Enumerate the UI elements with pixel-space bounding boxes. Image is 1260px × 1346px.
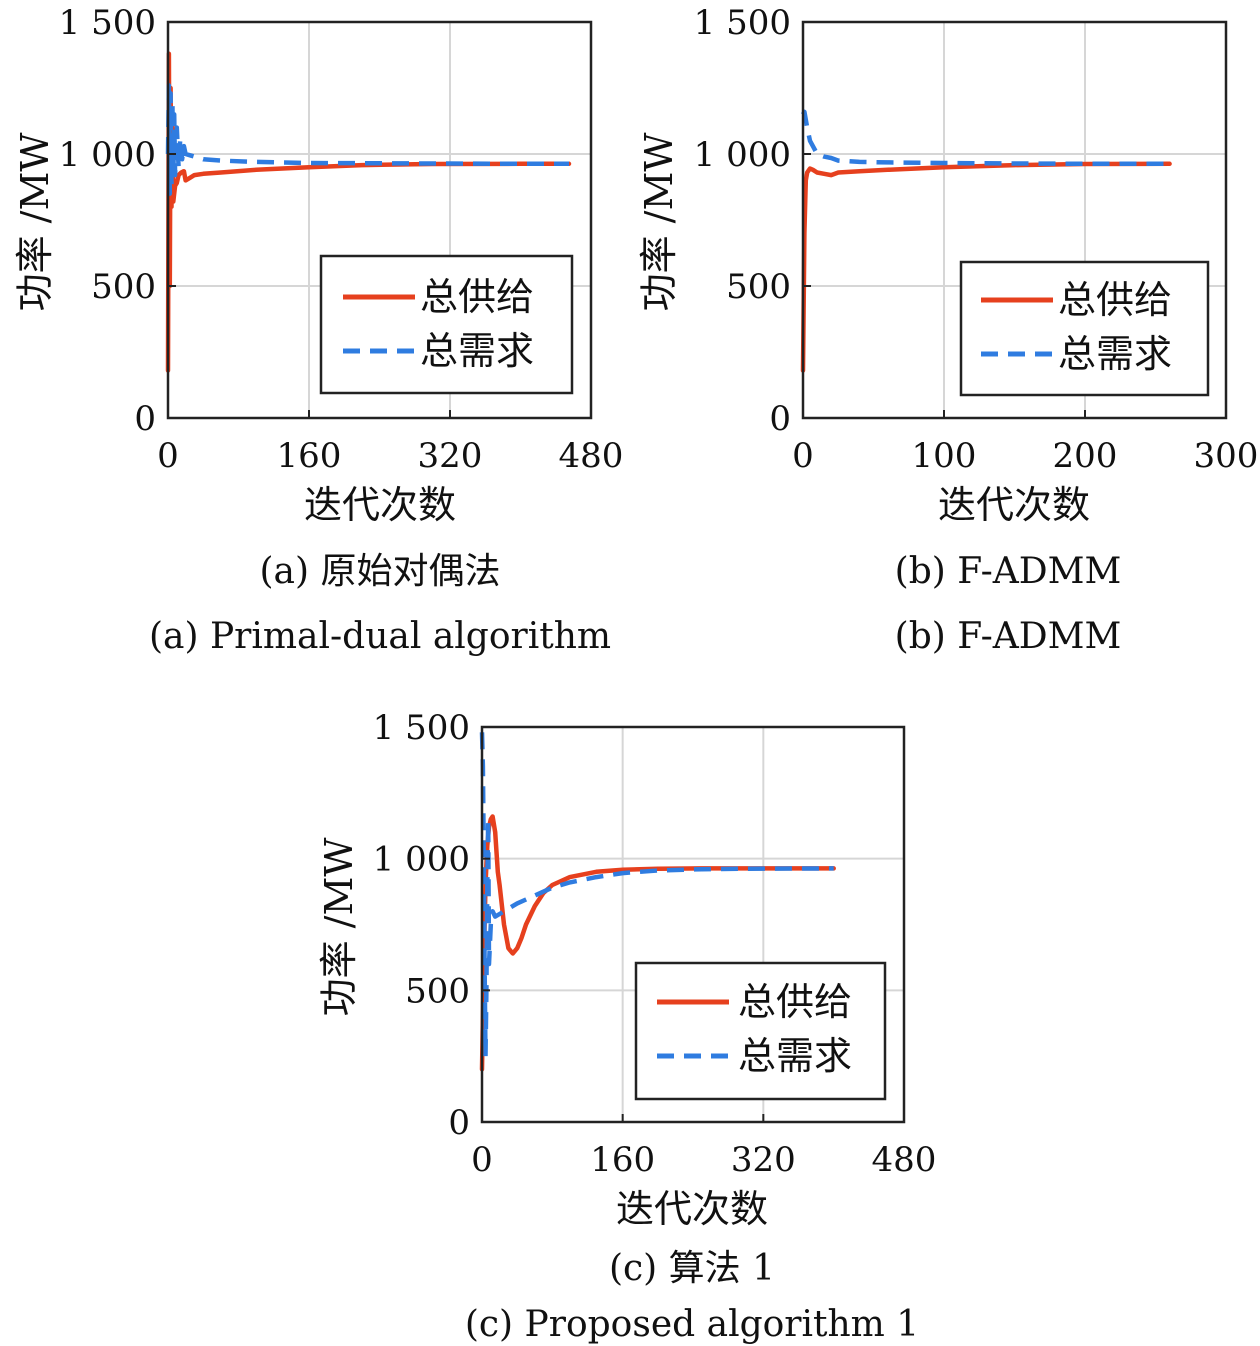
y-axis-label: 功率 /MW — [637, 133, 681, 312]
x-tick-label: 0 — [471, 1140, 493, 1180]
y-tick-label: 1 000 — [59, 135, 156, 175]
caption-en: (a) Primal-dual algorithm — [149, 616, 611, 657]
y-tick-label: 500 — [405, 971, 470, 1011]
x-tick-label: 320 — [418, 436, 483, 476]
y-tick-label: 0 — [134, 399, 156, 439]
x-tick-label: 320 — [731, 1140, 796, 1180]
y-axis-label: 功率 /MW — [317, 838, 361, 1017]
x-axis-label: 迭代次数 — [304, 483, 456, 527]
y-tick-label: 1 000 — [373, 840, 470, 880]
caption-cn: (a) 原始对偶法 — [260, 551, 501, 592]
y-tick-label: 0 — [769, 399, 791, 439]
x-axis-label: 迭代次数 — [616, 1187, 768, 1231]
x-axis-label: 迭代次数 — [938, 483, 1090, 527]
y-tick-label: 500 — [91, 267, 156, 307]
legend-label-demand: 总需求 — [738, 1034, 852, 1078]
x-tick-label: 480 — [559, 436, 624, 476]
legend: 总供给 总需求 — [959, 260, 1210, 397]
y-tick-label: 1 500 — [59, 3, 156, 43]
y-axis-label: 功率 /MW — [13, 133, 57, 312]
y-tick-label: 1 000 — [694, 135, 791, 175]
legend-label-supply: 总供给 — [420, 275, 534, 319]
x-tick-label: 300 — [1194, 436, 1259, 476]
plot-frame — [801, 20, 1228, 420]
y-tick-label: 1 500 — [694, 3, 791, 43]
x-tick-label: 0 — [157, 436, 179, 476]
legend: 总供给 总需求 — [319, 254, 574, 395]
x-tick-label: 0 — [792, 436, 814, 476]
caption-cn: (c) 算法 1 — [609, 1248, 775, 1289]
y-tick-label: 1 500 — [373, 708, 470, 748]
legend: 总供给 总需求 — [634, 961, 887, 1101]
x-tick-label: 160 — [277, 436, 342, 476]
panel-b: 0 100 200 300 0 500 1 000 1 500 功率 /MW 迭代次数 总供给… — [637, 3, 1258, 657]
caption-en: (b) F-ADMM — [895, 616, 1122, 657]
x-tick-label: 100 — [912, 436, 977, 476]
plot-frame — [166, 20, 593, 420]
caption-en: (c) Proposed algorithm 1 — [465, 1304, 919, 1345]
panel-c: 0 160 320 480 0 500 1 000 1 500 功率 /MW 迭代次数 总供给… — [317, 708, 936, 1345]
x-tick-label: 480 — [872, 1140, 937, 1180]
plot-frame — [480, 725, 906, 1124]
legend-label-supply: 总供给 — [738, 980, 852, 1024]
series-line-demand — [165, 83, 569, 196]
y-tick-label: 0 — [448, 1103, 470, 1143]
caption-cn: (b) F-ADMM — [895, 551, 1122, 592]
series-line-supply — [800, 161, 1172, 373]
y-tick-label: 500 — [726, 267, 791, 307]
series-line-demand — [801, 109, 1170, 167]
legend-label-supply: 总供给 — [1058, 278, 1172, 322]
legend-label-demand: 总需求 — [1058, 332, 1172, 376]
legend-label-demand: 总需求 — [420, 329, 534, 373]
series-line-demand — [479, 732, 834, 1059]
x-tick-label: 200 — [1053, 436, 1118, 476]
panel-a: 0 160 320 480 0 500 1 000 1 500 功率 /MW 迭代次数 总供给… — [13, 3, 623, 657]
x-tick-label: 160 — [590, 1140, 655, 1180]
